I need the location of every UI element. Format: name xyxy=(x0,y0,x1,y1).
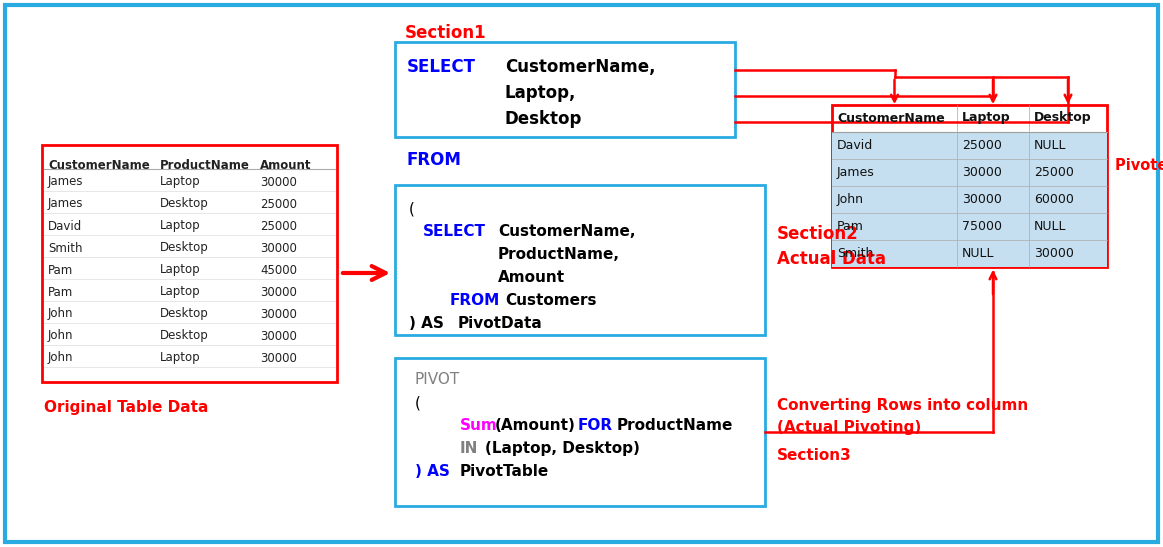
Text: 45000: 45000 xyxy=(261,264,297,276)
Text: CustomerName,: CustomerName, xyxy=(505,58,656,76)
Text: John: John xyxy=(48,352,73,364)
Text: SELECT: SELECT xyxy=(423,224,486,239)
Bar xyxy=(832,186,1107,213)
Bar xyxy=(832,213,1107,240)
Text: (Laptop, Desktop): (Laptop, Desktop) xyxy=(485,441,640,456)
Text: Desktop: Desktop xyxy=(505,110,583,128)
Text: Actual Data: Actual Data xyxy=(777,250,886,268)
Text: (: ( xyxy=(409,201,415,216)
Bar xyxy=(42,145,337,382)
Text: 30000: 30000 xyxy=(1034,247,1073,260)
Bar xyxy=(832,159,1107,186)
Text: 60000: 60000 xyxy=(1034,193,1073,206)
Text: 25000: 25000 xyxy=(261,197,297,211)
Text: James: James xyxy=(837,166,875,179)
Text: Amount: Amount xyxy=(498,270,565,285)
Text: James: James xyxy=(48,176,84,189)
Text: FROM: FROM xyxy=(450,293,500,308)
Text: Desktop: Desktop xyxy=(160,329,208,342)
Text: (: ( xyxy=(415,395,421,410)
Text: 30000: 30000 xyxy=(261,329,297,342)
Text: PivotTable: PivotTable xyxy=(461,464,549,479)
Text: Laptop: Laptop xyxy=(160,176,201,189)
Text: Customers: Customers xyxy=(505,293,597,308)
Text: ProductName: ProductName xyxy=(160,159,250,172)
Bar xyxy=(395,42,735,137)
Text: Desktop: Desktop xyxy=(1034,112,1092,125)
Text: (Actual Pivoting): (Actual Pivoting) xyxy=(777,420,921,435)
Text: 75000: 75000 xyxy=(962,220,1003,233)
Text: David: David xyxy=(837,139,873,152)
Bar xyxy=(832,105,1107,267)
Text: Desktop: Desktop xyxy=(160,241,208,254)
Text: John: John xyxy=(48,307,73,321)
Text: 30000: 30000 xyxy=(261,307,297,321)
Text: James: James xyxy=(48,197,84,211)
Text: 30000: 30000 xyxy=(261,241,297,254)
Text: (Amount): (Amount) xyxy=(495,418,576,433)
Text: David: David xyxy=(48,219,83,232)
Text: SELECT: SELECT xyxy=(407,58,476,76)
Text: 30000: 30000 xyxy=(962,193,1001,206)
Text: John: John xyxy=(837,193,864,206)
Text: CustomerName: CustomerName xyxy=(48,159,150,172)
Text: Laptop: Laptop xyxy=(160,352,201,364)
Text: John: John xyxy=(48,329,73,342)
Text: 30000: 30000 xyxy=(261,176,297,189)
Text: 30000: 30000 xyxy=(261,352,297,364)
Text: Pivoted Data: Pivoted Data xyxy=(1115,158,1163,172)
Bar xyxy=(395,358,765,506)
Text: ) AS: ) AS xyxy=(415,464,450,479)
Text: Smith: Smith xyxy=(837,247,873,260)
Text: Section1: Section1 xyxy=(405,24,486,42)
Text: ProductName,: ProductName, xyxy=(498,247,620,262)
Text: Original Table Data: Original Table Data xyxy=(44,400,208,415)
Text: NULL: NULL xyxy=(1034,139,1066,152)
Text: NULL: NULL xyxy=(1034,220,1066,233)
Text: 30000: 30000 xyxy=(261,286,297,299)
Bar xyxy=(395,185,765,335)
Text: Laptop: Laptop xyxy=(160,219,201,232)
Text: Laptop: Laptop xyxy=(962,112,1011,125)
Text: Section3: Section3 xyxy=(777,448,851,463)
Text: 25000: 25000 xyxy=(962,139,1001,152)
Text: 25000: 25000 xyxy=(1034,166,1073,179)
Text: Laptop: Laptop xyxy=(160,264,201,276)
Text: Section2: Section2 xyxy=(777,225,858,243)
Text: FROM: FROM xyxy=(407,151,462,169)
Text: Pam: Pam xyxy=(48,286,73,299)
Text: Smith: Smith xyxy=(48,241,83,254)
Text: Sum: Sum xyxy=(461,418,498,433)
Text: FOR: FOR xyxy=(578,418,613,433)
Text: CustomerName,: CustomerName, xyxy=(498,224,635,239)
Bar xyxy=(832,132,1107,159)
Text: Amount: Amount xyxy=(261,159,312,172)
Text: IN: IN xyxy=(461,441,478,456)
Bar xyxy=(832,240,1107,267)
Text: PIVOT: PIVOT xyxy=(415,372,461,387)
Text: NULL: NULL xyxy=(962,247,994,260)
Text: Pam: Pam xyxy=(837,220,864,233)
Text: CustomerName: CustomerName xyxy=(837,112,944,125)
Text: Converting Rows into column: Converting Rows into column xyxy=(777,398,1028,413)
Text: Laptop,: Laptop, xyxy=(505,84,577,102)
Text: Desktop: Desktop xyxy=(160,307,208,321)
Text: Desktop: Desktop xyxy=(160,197,208,211)
Text: Pam: Pam xyxy=(48,264,73,276)
Text: Laptop: Laptop xyxy=(160,286,201,299)
Text: ProductName: ProductName xyxy=(618,418,734,433)
Text: 25000: 25000 xyxy=(261,219,297,232)
Text: ) AS: ) AS xyxy=(409,316,444,331)
Text: PivotData: PivotData xyxy=(458,316,543,331)
Text: 30000: 30000 xyxy=(962,166,1001,179)
